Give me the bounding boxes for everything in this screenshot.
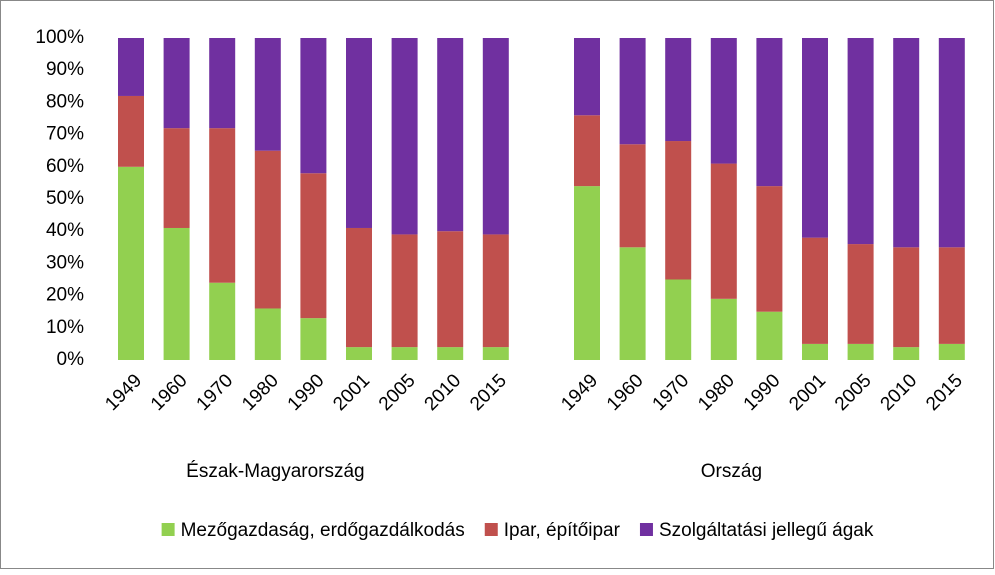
bar-segment (710, 163, 737, 299)
legend-label: Mezőgazdaság, erdőgazdálkodás (181, 520, 465, 541)
y-tick-label: 100% (35, 27, 84, 48)
bar-segment (346, 347, 372, 360)
bar-segment (482, 38, 509, 235)
bar-segment (665, 279, 692, 360)
bar-segment (847, 244, 874, 344)
bar-segment (391, 347, 418, 360)
bar-segment (710, 38, 737, 164)
bar-segment (893, 38, 920, 248)
bar-segment (847, 38, 874, 245)
bar-segment (163, 38, 190, 129)
bar-segment (391, 234, 418, 348)
bar-segment (802, 38, 828, 238)
bar-segment (893, 347, 920, 360)
bar-segment (391, 38, 418, 235)
bar-segment (619, 144, 646, 248)
bar-segment (574, 186, 600, 360)
bar-segment (756, 38, 783, 187)
group-label: Észak-Magyarország (186, 461, 364, 482)
legend-swatch (484, 523, 498, 536)
bar-segment (756, 311, 783, 360)
legend-swatch (639, 523, 653, 536)
bar-segment (938, 38, 965, 248)
bar-segment (254, 150, 281, 309)
y-tick-label: 20% (46, 285, 84, 306)
bar-segment (209, 128, 236, 283)
bar-segment (802, 343, 828, 360)
bar-segment (756, 186, 783, 312)
legend-swatch (161, 523, 175, 536)
bar-segment (619, 38, 646, 145)
bar-segment (437, 38, 464, 232)
y-tick-label: 60% (46, 156, 84, 177)
bar-segment (209, 38, 236, 129)
bar-segment (710, 298, 737, 360)
bar-segment (938, 247, 965, 344)
legend-label: Ipar, építőipar (504, 520, 621, 541)
bar-segment (665, 141, 692, 280)
bar-segment (118, 95, 144, 167)
bar-segment (574, 115, 600, 187)
group-label: Ország (701, 461, 762, 482)
bar-segment (118, 38, 144, 96)
bar-segment (209, 282, 236, 360)
bar-segment (118, 166, 144, 360)
bar-segment (574, 38, 600, 116)
bar-segment (346, 227, 372, 348)
y-tick-label: 40% (46, 220, 84, 241)
bar-segment (254, 38, 281, 151)
legend-label: Szolgáltatási jellegű ágak (659, 520, 874, 541)
bar-segment (619, 247, 646, 360)
bar-segment (254, 308, 281, 360)
y-tick-label: 30% (46, 252, 84, 273)
bar-segment (437, 231, 464, 348)
bar-segment (482, 347, 509, 360)
bar-segment (300, 318, 327, 360)
y-tick-label: 50% (46, 188, 84, 209)
bar-segment (163, 128, 190, 228)
bar-segment (665, 38, 692, 142)
y-tick-label: 90% (46, 59, 84, 80)
bar-segment (893, 247, 920, 348)
bar-segment (847, 343, 874, 360)
bar-segment (346, 38, 372, 228)
bar-segment (163, 227, 190, 360)
bar-segment (938, 343, 965, 360)
bar-segment (802, 237, 828, 344)
y-tick-label: 0% (57, 349, 85, 370)
bar-segment (482, 234, 509, 348)
y-tick-label: 10% (46, 317, 84, 338)
bar-segment (437, 347, 464, 360)
y-tick-label: 70% (46, 124, 84, 145)
bar-segment (300, 38, 327, 174)
y-tick-label: 80% (46, 91, 84, 112)
bar-segment (300, 173, 327, 319)
